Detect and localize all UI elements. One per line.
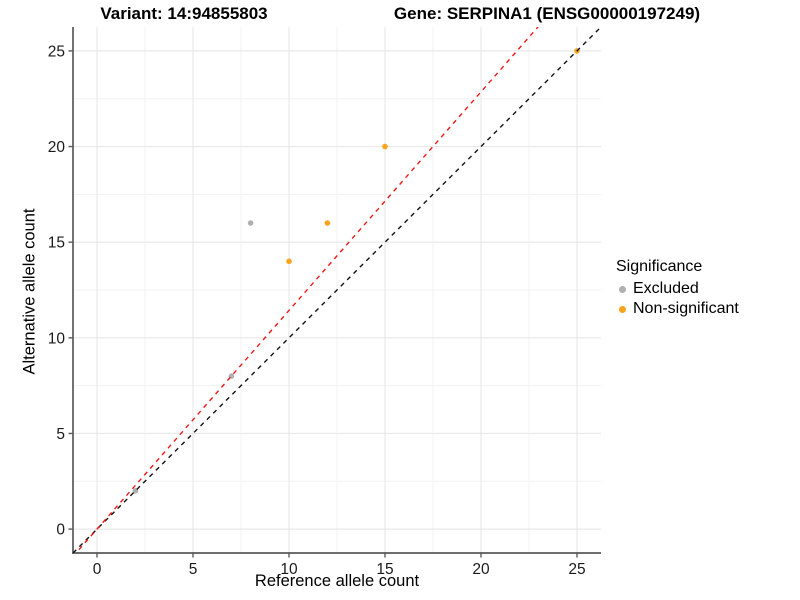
x-tick-label: 15 <box>376 561 393 578</box>
legend-title: Significance <box>616 258 703 275</box>
x-tick-label: 5 <box>189 561 198 578</box>
legend-item-label: Non-significant <box>633 300 739 317</box>
x-axis-label: Reference allele count <box>254 572 420 590</box>
y-tick-label: 20 <box>48 139 66 156</box>
y-tick-label: 0 <box>56 522 65 539</box>
plot-title-gene: Gene: SERPINA1 (ENSG00000197249) <box>393 4 701 23</box>
y-tick-label: 15 <box>48 235 65 252</box>
expected-ratio-line <box>75 27 539 553</box>
x-tick-label: 20 <box>472 561 490 578</box>
legend-item-non-significant: Non-significant <box>612 299 739 319</box>
y-tick-label: 25 <box>48 43 65 60</box>
legend: Significance Excluded Non-significant <box>612 258 739 319</box>
legend-item-label: Excluded <box>633 280 699 297</box>
x-tick-label: 0 <box>93 561 102 578</box>
identity-line <box>73 27 601 553</box>
data-point-non-significant <box>286 258 292 265</box>
plot-title-variant: Variant: 14:94855803 <box>100 4 268 23</box>
x-tick-label: 25 <box>568 561 585 578</box>
y-tick-label: 10 <box>48 330 66 347</box>
legend-item-excluded: Excluded <box>612 279 739 299</box>
data-point-non-significant <box>324 220 331 226</box>
non-significant-swatch-icon <box>619 305 626 313</box>
y-tick-label: 5 <box>56 426 65 443</box>
data-point-non-significant <box>382 143 388 150</box>
x-tick-label: 10 <box>280 561 298 578</box>
data-point-excluded <box>247 220 254 226</box>
excluded-swatch-icon <box>619 285 626 293</box>
